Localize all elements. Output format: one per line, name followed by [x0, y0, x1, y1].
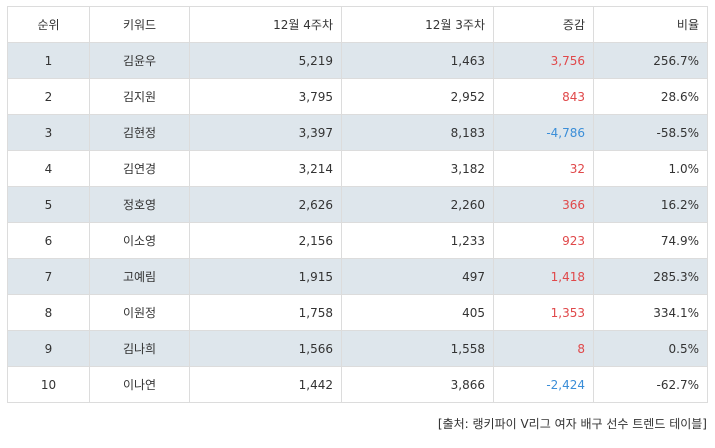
cell-week4: 1,566	[189, 330, 342, 367]
cell-rank: 2	[7, 78, 90, 115]
cell-week4: 2,626	[189, 186, 342, 223]
header-keyword: 키워드	[89, 6, 190, 43]
cell-keyword: 고예림	[89, 258, 190, 295]
header-change: 증감	[493, 6, 594, 43]
cell-ratio: 1.0%	[593, 150, 708, 187]
cell-week4: 3,397	[189, 114, 342, 151]
table-row: 5 정호영 2,626 2,260 366 16.2%	[7, 186, 708, 223]
cell-week3: 1,558	[341, 330, 494, 367]
cell-keyword: 정호영	[89, 186, 190, 223]
cell-week3: 497	[341, 258, 494, 295]
cell-rank: 5	[7, 186, 90, 223]
cell-ratio: 334.1%	[593, 294, 708, 331]
table-row: 2 김지원 3,795 2,952 843 28.6%	[7, 78, 708, 115]
cell-ratio: -58.5%	[593, 114, 708, 151]
header-ratio: 비율	[593, 6, 708, 43]
cell-ratio: 28.6%	[593, 78, 708, 115]
cell-keyword: 김현정	[89, 114, 190, 151]
cell-ratio: 74.9%	[593, 222, 708, 259]
cell-week3: 2,952	[341, 78, 494, 115]
cell-rank: 1	[7, 42, 90, 79]
cell-change: 366	[493, 186, 594, 223]
header-week4: 12월 4주차	[189, 6, 342, 43]
cell-ratio: 0.5%	[593, 330, 708, 367]
cell-week3: 1,463	[341, 42, 494, 79]
table-row: 9 김나희 1,566 1,558 8 0.5%	[7, 330, 708, 367]
cell-rank: 6	[7, 222, 90, 259]
table-row: 7 고예림 1,915 497 1,418 285.3%	[7, 258, 708, 295]
cell-change: 843	[493, 78, 594, 115]
cell-keyword: 김지원	[89, 78, 190, 115]
cell-week4: 1,915	[189, 258, 342, 295]
cell-week4: 3,795	[189, 78, 342, 115]
cell-rank: 9	[7, 330, 90, 367]
cell-rank: 10	[7, 366, 90, 403]
cell-week4: 3,214	[189, 150, 342, 187]
cell-rank: 3	[7, 114, 90, 151]
cell-week3: 3,866	[341, 366, 494, 403]
cell-ratio: 285.3%	[593, 258, 708, 295]
cell-keyword: 이소영	[89, 222, 190, 259]
cell-week3: 2,260	[341, 186, 494, 223]
table-header-row: 순위 키워드 12월 4주차 12월 3주차 증감 비율	[7, 6, 708, 43]
cell-change: 32	[493, 150, 594, 187]
cell-week4: 1,758	[189, 294, 342, 331]
cell-keyword: 김윤우	[89, 42, 190, 79]
cell-change: -2,424	[493, 366, 594, 403]
cell-ratio: -62.7%	[593, 366, 708, 403]
cell-change: 1,418	[493, 258, 594, 295]
cell-keyword: 김연경	[89, 150, 190, 187]
cell-keyword: 이나연	[89, 366, 190, 403]
cell-change: 1,353	[493, 294, 594, 331]
table-row: 1 김윤우 5,219 1,463 3,756 256.7%	[7, 42, 708, 79]
cell-change: 923	[493, 222, 594, 259]
table-row: 8 이원정 1,758 405 1,353 334.1%	[7, 294, 708, 331]
header-rank: 순위	[7, 6, 90, 43]
table-row: 10 이나연 1,442 3,866 -2,424 -62.7%	[7, 366, 708, 403]
ranking-table-container: 순위 키워드 12월 4주차 12월 3주차 증감 비율 1 김윤우 5,219…	[7, 6, 708, 403]
cell-change: -4,786	[493, 114, 594, 151]
header-week3: 12월 3주차	[341, 6, 494, 43]
cell-keyword: 김나희	[89, 330, 190, 367]
cell-rank: 8	[7, 294, 90, 331]
cell-ratio: 16.2%	[593, 186, 708, 223]
source-caption: [출처: 랭키파이 V리그 여자 배구 선수 트렌드 테이블]	[437, 417, 707, 431]
cell-week3: 405	[341, 294, 494, 331]
table-row: 6 이소영 2,156 1,233 923 74.9%	[7, 222, 708, 259]
cell-week4: 5,219	[189, 42, 342, 79]
cell-change: 3,756	[493, 42, 594, 79]
table-row: 3 김현정 3,397 8,183 -4,786 -58.5%	[7, 114, 708, 151]
cell-week3: 8,183	[341, 114, 494, 151]
table-row: 4 김연경 3,214 3,182 32 1.0%	[7, 150, 708, 187]
keyword-trend-table: 순위 키워드 12월 4주차 12월 3주차 증감 비율 1 김윤우 5,219…	[7, 6, 708, 403]
cell-week3: 1,233	[341, 222, 494, 259]
cell-rank: 7	[7, 258, 90, 295]
cell-change: 8	[493, 330, 594, 367]
table-body: 1 김윤우 5,219 1,463 3,756 256.7% 2 김지원 3,7…	[7, 42, 708, 403]
cell-rank: 4	[7, 150, 90, 187]
cell-week4: 1,442	[189, 366, 342, 403]
cell-ratio: 256.7%	[593, 42, 708, 79]
cell-week3: 3,182	[341, 150, 494, 187]
cell-keyword: 이원정	[89, 294, 190, 331]
cell-week4: 2,156	[189, 222, 342, 259]
